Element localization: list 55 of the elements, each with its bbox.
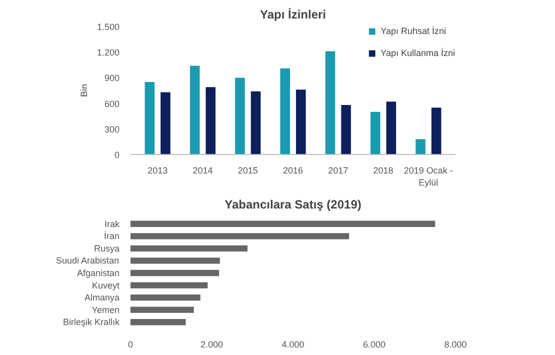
y-tick-label: 0 — [114, 150, 120, 160]
bar — [130, 233, 350, 240]
legend-label: Yapı Kullanma İzni — [380, 48, 455, 58]
bar — [130, 306, 194, 313]
y-tick-label: Irak — [104, 218, 120, 229]
x-tick-label: 2018 — [373, 166, 394, 176]
bar — [416, 139, 426, 154]
bar — [130, 258, 220, 264]
bar — [130, 245, 248, 252]
bar — [190, 66, 200, 154]
y-tick-label: Almanya — [84, 292, 120, 303]
chart-title: Yabancılara Satış (2019) — [224, 198, 362, 212]
x-tick-label: 2017 — [328, 166, 348, 176]
y-tick-label: Afganistan — [76, 268, 120, 278]
bar — [130, 319, 186, 326]
x-tick-label: 2014 — [192, 166, 213, 176]
y-tick-label: 900 — [104, 73, 120, 84]
bar — [130, 282, 208, 288]
y-tick-label: 600 — [104, 98, 120, 109]
y-tick-label: Birleşik Krallık — [62, 317, 120, 328]
bar — [296, 90, 306, 154]
x-tick-label: 4.000 — [282, 340, 304, 350]
bar — [325, 51, 336, 154]
y-tick-label: 1.200 — [96, 48, 120, 58]
legend-label: Yapı Ruhsat İzni — [380, 26, 446, 36]
y-tick-label: Yemen — [92, 304, 120, 315]
bar — [280, 68, 290, 154]
x-tick-label: 0 — [128, 340, 134, 350]
bar — [130, 270, 220, 276]
bar — [130, 294, 200, 301]
bar — [370, 112, 380, 154]
bar — [130, 220, 436, 227]
x-tick-label: 8.000 — [444, 340, 467, 350]
chart-title: Yapı İzinleri — [260, 8, 326, 22]
bar — [386, 102, 396, 154]
y-tick-label: Kuveyt — [92, 280, 120, 290]
x-tick-label: 2015 — [238, 166, 258, 176]
x-tick-label: 2019 Ocak - Eylül — [404, 166, 453, 188]
y-tick-label: 300 — [104, 124, 120, 134]
bar — [235, 78, 245, 154]
bar — [206, 87, 216, 154]
y-tick-label: İran — [104, 231, 120, 242]
y-tick-label: 1.500 — [96, 22, 120, 32]
y-tick-label: Rusya — [94, 243, 120, 254]
bar — [144, 82, 155, 154]
x-tick-label: 2.000 — [200, 340, 224, 350]
bar — [160, 92, 170, 154]
x-tick-label: 6.000 — [362, 340, 386, 350]
bar — [341, 105, 351, 154]
bar — [250, 91, 261, 154]
x-tick-label: 2016 — [282, 166, 304, 176]
y-axis-title: Bin — [78, 84, 89, 98]
x-tick-label: 2013 — [148, 166, 168, 176]
y-tick-label: Suudi Arabistan — [56, 256, 120, 266]
bar — [431, 108, 442, 154]
